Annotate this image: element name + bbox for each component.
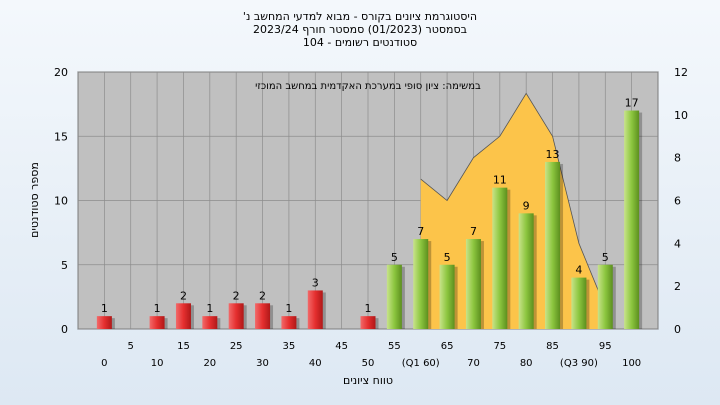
y-tick-label: 5 bbox=[61, 259, 68, 272]
bar-value-label: 1 bbox=[154, 302, 161, 315]
x-tick-label-upper: 15 bbox=[177, 341, 190, 352]
bar-value-label: 5 bbox=[602, 251, 609, 264]
bar-value-label: 9 bbox=[523, 199, 530, 212]
x-tick-label-upper: 65 bbox=[441, 341, 454, 352]
bar bbox=[255, 303, 271, 329]
y-tick-label: 20 bbox=[54, 66, 68, 79]
y2-tick-label: 12 bbox=[674, 66, 688, 79]
bar bbox=[413, 239, 429, 329]
chart-title: היסטוגרמת ציונים בקורס - מבוא למדעי המחש… bbox=[0, 10, 720, 49]
x-tick-label-lower: 10 bbox=[151, 358, 164, 369]
bar bbox=[360, 316, 376, 329]
x-tick-label-upper: 25 bbox=[230, 341, 243, 352]
x-tick-label-upper: 45 bbox=[335, 341, 348, 352]
bar bbox=[545, 161, 561, 329]
x-tick-label-lower: (Q1 60) bbox=[402, 358, 440, 369]
bar-value-label: 7 bbox=[417, 225, 424, 238]
bar-value-label: 2 bbox=[259, 289, 266, 302]
bar bbox=[202, 316, 218, 329]
y-axis-title: מספר סטודנטים bbox=[28, 162, 41, 238]
bar bbox=[465, 239, 481, 329]
x-tick-label-upper: 55 bbox=[388, 341, 401, 352]
x-tick-label-lower: 0 bbox=[101, 358, 107, 369]
x-tick-label-upper: 85 bbox=[546, 341, 559, 352]
y-tick-label: 15 bbox=[54, 130, 68, 143]
bar-value-label: 1 bbox=[365, 302, 372, 315]
bar bbox=[439, 264, 455, 329]
y2-tick-label: 2 bbox=[674, 280, 681, 293]
bar bbox=[149, 316, 165, 329]
bar bbox=[597, 264, 613, 329]
x-tick-label-lower: 80 bbox=[520, 358, 533, 369]
bar-value-label: 2 bbox=[233, 289, 240, 302]
area-series-outline bbox=[420, 92, 606, 308]
y-tick-label: 10 bbox=[54, 195, 68, 208]
bar bbox=[492, 187, 508, 329]
bar-value-label: 4 bbox=[575, 264, 582, 277]
bar bbox=[571, 277, 587, 329]
bar-value-label: 3 bbox=[312, 276, 319, 289]
bar bbox=[307, 290, 323, 329]
x-tick-label-lower: 50 bbox=[362, 358, 375, 369]
x-tick-label-upper: 35 bbox=[283, 341, 296, 352]
bar-value-label: 2 bbox=[180, 289, 187, 302]
bar-value-label: 1 bbox=[101, 302, 108, 315]
bar bbox=[175, 303, 191, 329]
bar-value-label: 1 bbox=[206, 302, 213, 315]
bar-value-label: 5 bbox=[444, 251, 451, 264]
title-line-3: סטודנטים רשומים - 104 bbox=[302, 36, 418, 49]
inner-title: במשימה: ציון סופי במערכת האקדמית במחשב ה… bbox=[255, 81, 481, 92]
bar-value-label: 5 bbox=[391, 251, 398, 264]
bar-value-label: 1 bbox=[285, 302, 292, 315]
y2-tick-label: 4 bbox=[674, 237, 681, 250]
bar bbox=[624, 110, 640, 329]
bar bbox=[386, 264, 402, 329]
x-tick-label-lower: 20 bbox=[203, 358, 216, 369]
x-tick-label-upper: 95 bbox=[599, 341, 612, 352]
x-tick-label-lower: 40 bbox=[309, 358, 322, 369]
y2-tick-label: 8 bbox=[674, 152, 681, 165]
x-tick-label-lower: 30 bbox=[256, 358, 269, 369]
title-line-1: היסטוגרמת ציונים בקורס - מבוא למדעי המחש… bbox=[242, 10, 478, 23]
bar bbox=[228, 303, 244, 329]
x-tick-label-lower: 100 bbox=[622, 358, 641, 369]
x-tick-label-lower: 70 bbox=[467, 358, 480, 369]
y2-tick-label: 10 bbox=[674, 109, 688, 122]
bar bbox=[518, 213, 534, 329]
x-axis-title: טווח ציונים bbox=[343, 374, 393, 387]
bar-value-label: 7 bbox=[470, 225, 477, 238]
plot-area: במשימה: ציון סופי במערכת האקדמית במחשב ה… bbox=[28, 66, 688, 387]
x-tick-label-lower: (Q3 90) bbox=[560, 358, 598, 369]
bar-value-label: 11 bbox=[493, 174, 507, 187]
x-tick-label-upper: 5 bbox=[128, 341, 134, 352]
y2-tick-label: 6 bbox=[674, 195, 681, 208]
x-tick-label-upper: 75 bbox=[493, 341, 506, 352]
bar bbox=[281, 316, 297, 329]
bar bbox=[96, 316, 112, 329]
y2-tick-label: 0 bbox=[674, 323, 681, 336]
y-tick-label: 0 bbox=[61, 323, 68, 336]
title-line-2: בסמסטר (01/2023) סמסטר חורף 2023/24 bbox=[253, 23, 467, 36]
bar-value-label: 13 bbox=[546, 148, 560, 161]
bar-value-label: 17 bbox=[625, 97, 639, 110]
